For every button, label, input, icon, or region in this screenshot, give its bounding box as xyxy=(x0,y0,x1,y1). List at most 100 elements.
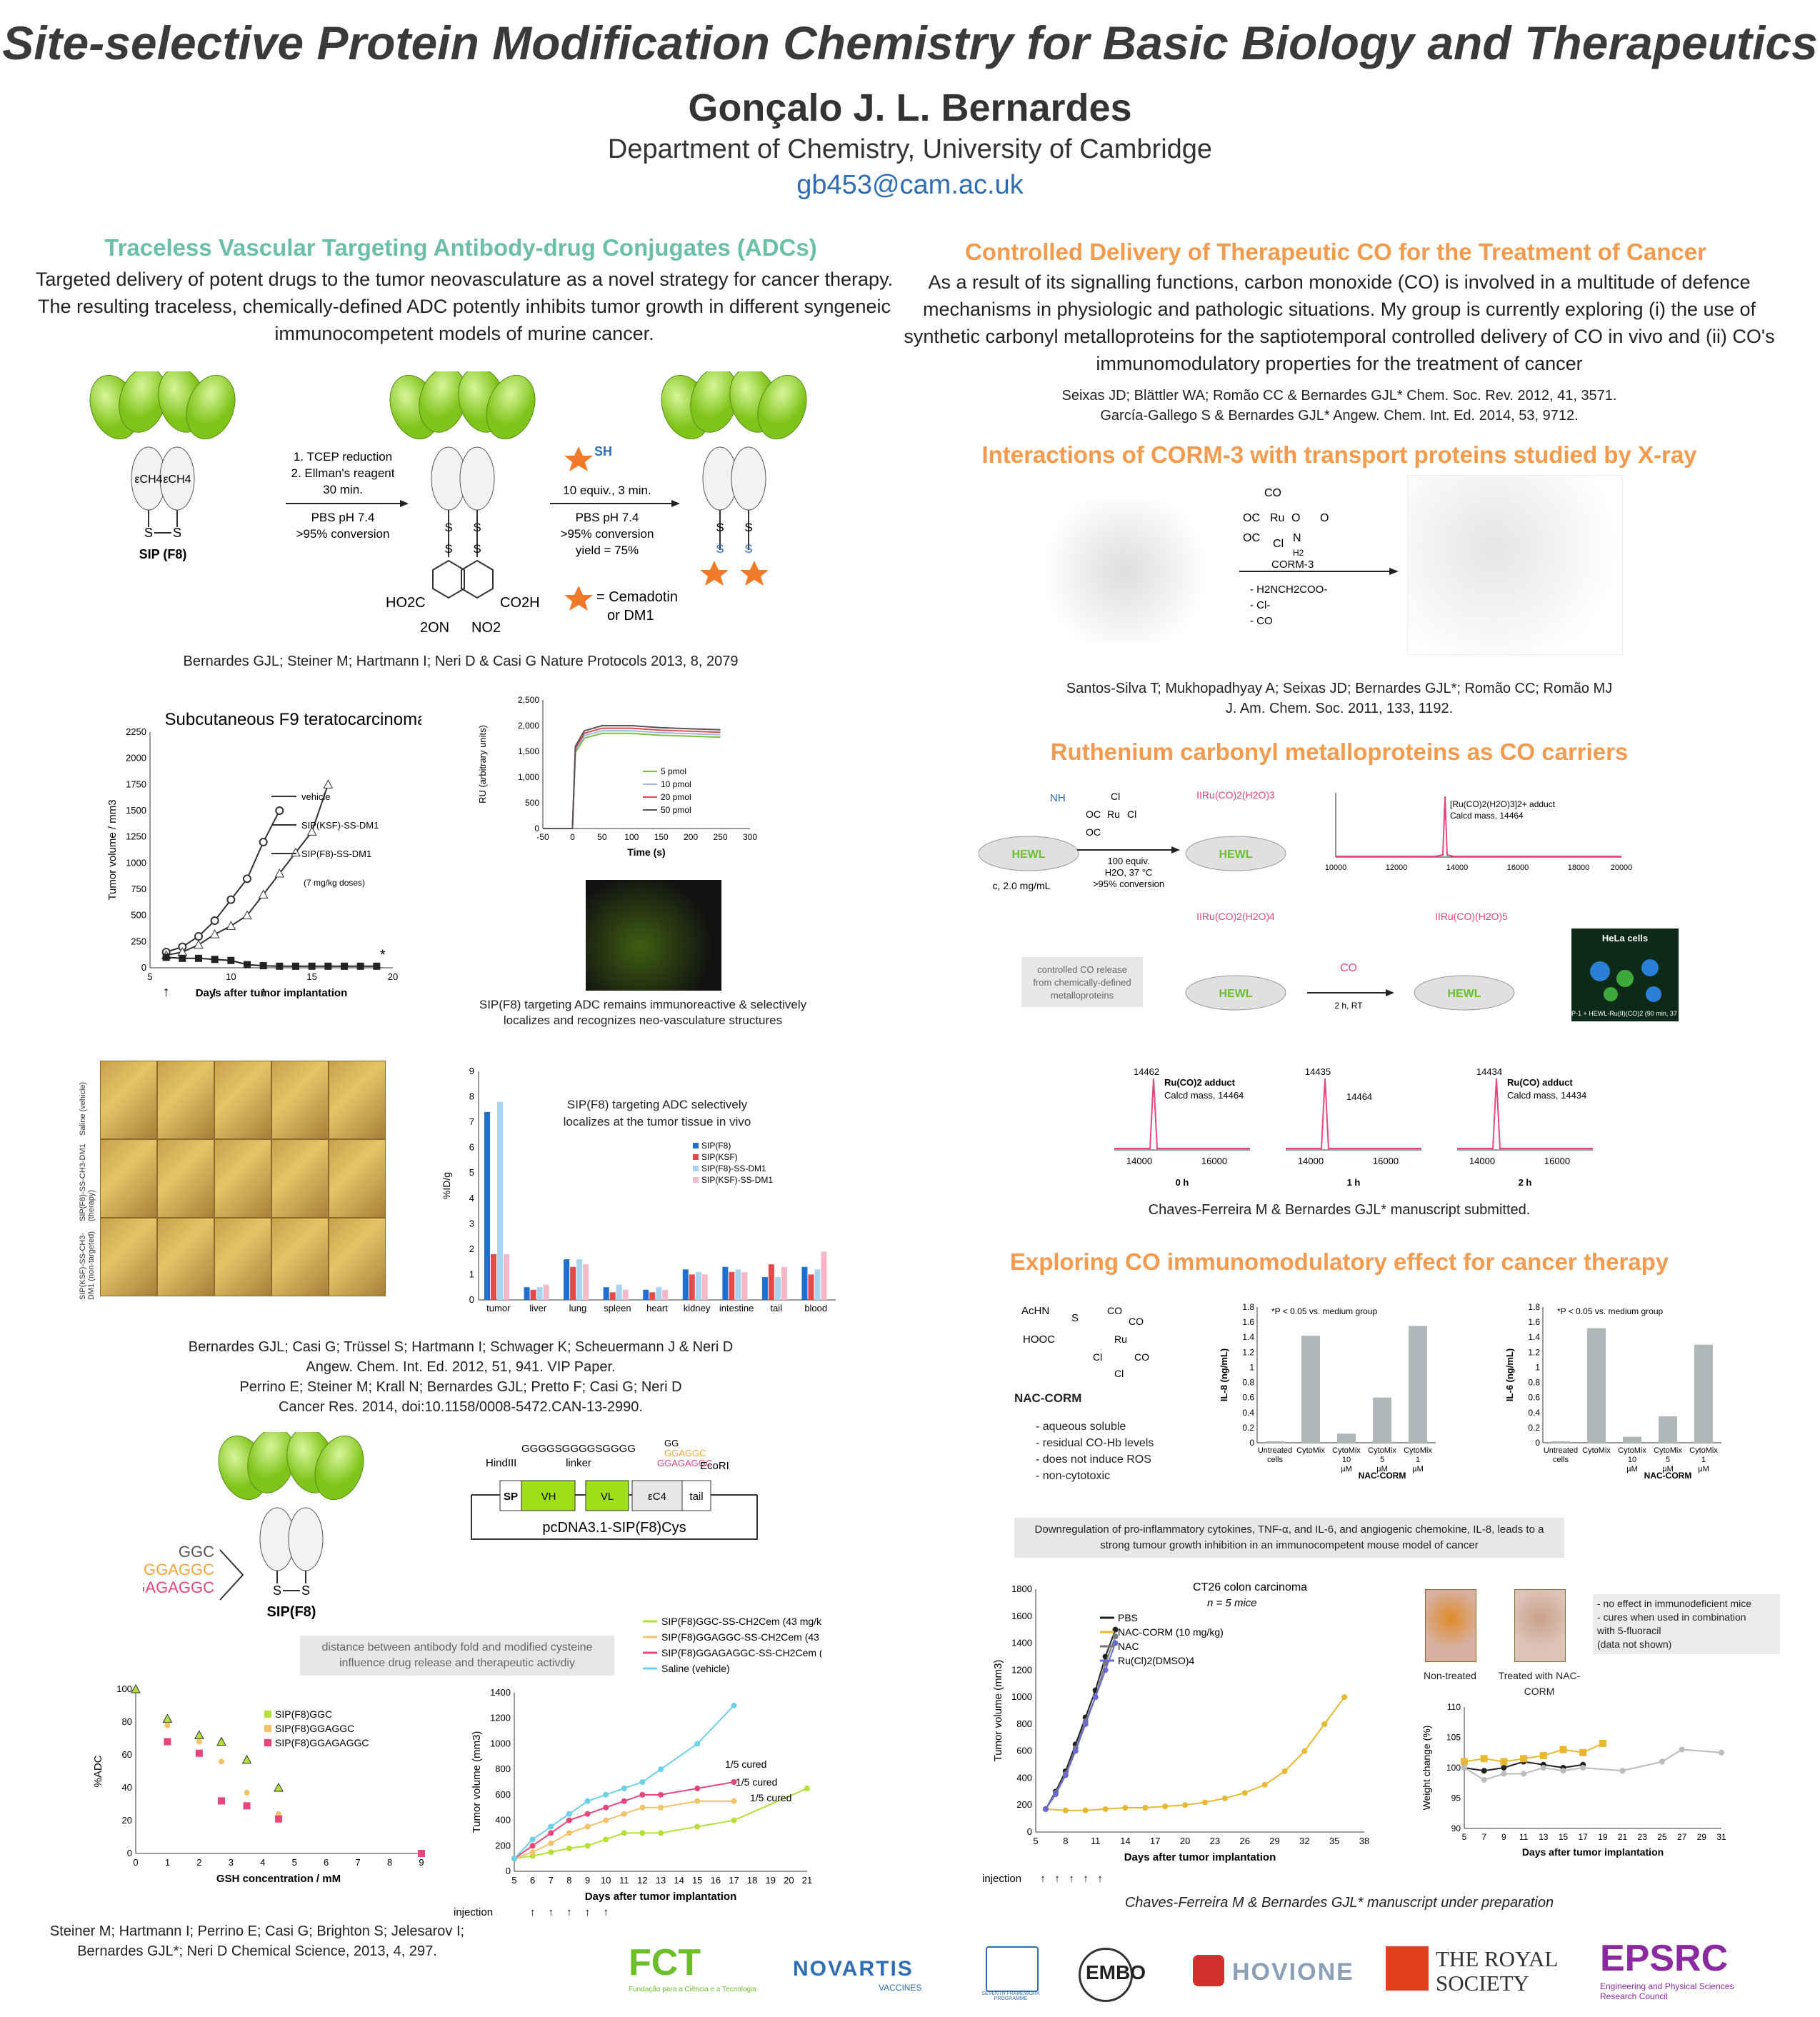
y-tick-label: 0 xyxy=(469,1294,474,1305)
il-bar xyxy=(1694,1344,1713,1443)
y-tick-label: 95 xyxy=(1451,1793,1461,1803)
x-tick-label: 10 xyxy=(1628,1456,1636,1464)
cure-marker-3 xyxy=(658,1766,664,1773)
bio-bar xyxy=(682,1269,689,1300)
nac-corm-props: - aqueous soluble - residual CO-Hb levels… xyxy=(1036,1421,1154,1482)
f9-marker-2 xyxy=(292,962,299,970)
y-axis-label: IL-6 (ng/mL) xyxy=(1504,1348,1515,1401)
x-tick-label: 19 xyxy=(1598,1832,1608,1842)
y-tick-label: 2000 xyxy=(126,753,146,764)
cure-marker-2 xyxy=(529,1843,536,1849)
f9-marker-1 xyxy=(194,939,204,949)
x-tick-label: 13 xyxy=(656,1875,666,1886)
novartis-subtitle: VACCINES xyxy=(879,1983,922,1993)
svg-text:GGGGSGGGGSGGGG: GGGGSGGGGSGGGG xyxy=(521,1443,636,1455)
x-tick-label: 14 xyxy=(1120,1836,1130,1846)
weight-marker-2 xyxy=(1679,1746,1685,1753)
x-tick-label: 20 xyxy=(388,971,398,982)
ms-peak-label: 14464 xyxy=(1346,1091,1372,1102)
bio-bar xyxy=(497,1101,503,1300)
bio-bar xyxy=(649,1292,656,1300)
ms-adduct-label: Ru(CO)2 adduct xyxy=(1164,1077,1236,1088)
gsh-point-1 xyxy=(219,1758,224,1765)
mouse-photo xyxy=(157,1139,214,1218)
cure-marker-3 xyxy=(548,1823,554,1830)
svg-text:HEWL: HEWL xyxy=(1219,988,1252,1000)
svg-text:Cl: Cl xyxy=(1127,809,1136,820)
x-tick-label: 25 xyxy=(1657,1832,1667,1842)
y-tick-label: 1500 xyxy=(126,805,146,816)
cure-marker-2 xyxy=(658,1791,664,1798)
f9-significance-star: * xyxy=(380,947,386,963)
x-tick-label: 6 xyxy=(530,1875,535,1886)
y-tick-label: 80 xyxy=(122,1716,132,1727)
right-heading3: Ruthenium carbonyl metalloproteins as CO… xyxy=(1050,739,1629,765)
cure-marker-0 xyxy=(566,1845,572,1851)
x-tick-label: 20 xyxy=(784,1875,794,1886)
embo-ring xyxy=(1079,1948,1133,2002)
ct26-marker-1 xyxy=(1341,1694,1348,1701)
bio-legend-label: SIP(F8)-SS-DM1 xyxy=(701,1163,766,1173)
ct26-tumor-chart: CT26 colon carcinoma n = 5 mice 5 8 11 14 17 20… xyxy=(982,1581,1369,1885)
svg-text:CO: CO xyxy=(1107,1305,1122,1316)
group-label: NAC-CORM xyxy=(1359,1471,1406,1481)
bio-bar xyxy=(622,1289,629,1300)
royal-society-logo: THE ROYAL SOCIETY xyxy=(1436,1946,1558,1996)
cure-marker-0 xyxy=(548,1849,554,1856)
ct26-legend-label: Ru(Cl)2(DMSO)4 xyxy=(1118,1655,1195,1666)
gsh-legend-label: SIP(F8)GGC xyxy=(275,1708,332,1720)
cure-marker-3 xyxy=(731,1702,737,1708)
svg-text:O: O xyxy=(1291,512,1300,524)
svg-text:S: S xyxy=(744,542,752,556)
cure-marker-3 xyxy=(639,1779,646,1785)
cure-annotation: 1/5 cured xyxy=(750,1792,791,1803)
y-tick-label: 110 xyxy=(1447,1702,1461,1712)
svg-text:IIRu(CO)2(H2O)4: IIRu(CO)2(H2O)4 xyxy=(1196,911,1275,922)
cure-marker-1 xyxy=(584,1823,591,1830)
svg-text:Ru: Ru xyxy=(1107,809,1120,820)
row-label-nontargeted: SIP(KSF)-SS-CH3-DM1 (non-targeted) xyxy=(79,1231,96,1300)
svg-text:S: S xyxy=(444,521,452,534)
svg-text:PBS pH 7.4: PBS pH 7.4 xyxy=(576,511,639,524)
y-axis-label: %ADC xyxy=(92,1755,104,1787)
x-tick-label: 1 xyxy=(1701,1456,1706,1464)
email-link[interactable]: gb453@cam.ac.uk xyxy=(796,170,1024,200)
mouse-photo xyxy=(214,1218,271,1296)
y-tick-label: 1000 xyxy=(1011,1691,1032,1702)
ct26-legend-label: NAC xyxy=(1118,1641,1139,1652)
ms-peak-label: 14435 xyxy=(1305,1066,1331,1077)
x-tick-label: 2 xyxy=(196,1857,201,1868)
y-tick-label: 1.4 xyxy=(1528,1332,1540,1342)
gsh-legend-swatch xyxy=(264,1739,271,1746)
svg-text:HO2C: HO2C xyxy=(386,595,426,611)
x-tick-label: 15 xyxy=(692,1875,702,1886)
ct26-subtitle: n = 5 mice xyxy=(1207,1597,1257,1609)
spr-curve-2 xyxy=(543,727,721,829)
svg-text:100 equiv.: 100 equiv. xyxy=(1107,856,1149,866)
right-heading4: Exploring CO immunomodulatory effect for… xyxy=(1009,1248,1669,1275)
cure-marker-3 xyxy=(584,1798,591,1804)
gsh-legend-label: SIP(F8)GGAGAGGC xyxy=(275,1737,369,1748)
svg-text:GG: GG xyxy=(664,1438,679,1448)
x-tick-label: CytoMix xyxy=(1654,1446,1682,1455)
left-intro: Targeted delivery of potent drugs to the… xyxy=(35,269,894,344)
spr-curve-1 xyxy=(543,730,721,829)
y-tick-label: 400 xyxy=(495,1815,511,1826)
svg-text:GGAGGC: GGAGGC xyxy=(144,1561,214,1578)
bio-bar xyxy=(761,1277,768,1300)
y-tick-label: 750 xyxy=(131,884,146,894)
x-axis-label: Time (s) xyxy=(627,846,665,858)
injection-arrow: ↑ xyxy=(566,1906,572,1918)
cure-marker-3 xyxy=(529,1836,536,1843)
x-tick-label: 5 xyxy=(511,1875,516,1886)
injection-arrow: ↑ xyxy=(1040,1873,1046,1885)
bio-bar xyxy=(695,1271,701,1300)
y-tick-label: 105 xyxy=(1446,1733,1461,1743)
bio-legend-label: SIP(F8) xyxy=(701,1141,731,1151)
hovione-mark xyxy=(1193,1955,1224,1986)
injection-arrow: ↑ xyxy=(1054,1873,1060,1885)
x-tick-label: 16 xyxy=(711,1875,721,1886)
bio-bar xyxy=(583,1264,589,1300)
svg-text:S: S xyxy=(473,542,481,556)
y-tick-label: 0.2 xyxy=(1528,1423,1540,1433)
